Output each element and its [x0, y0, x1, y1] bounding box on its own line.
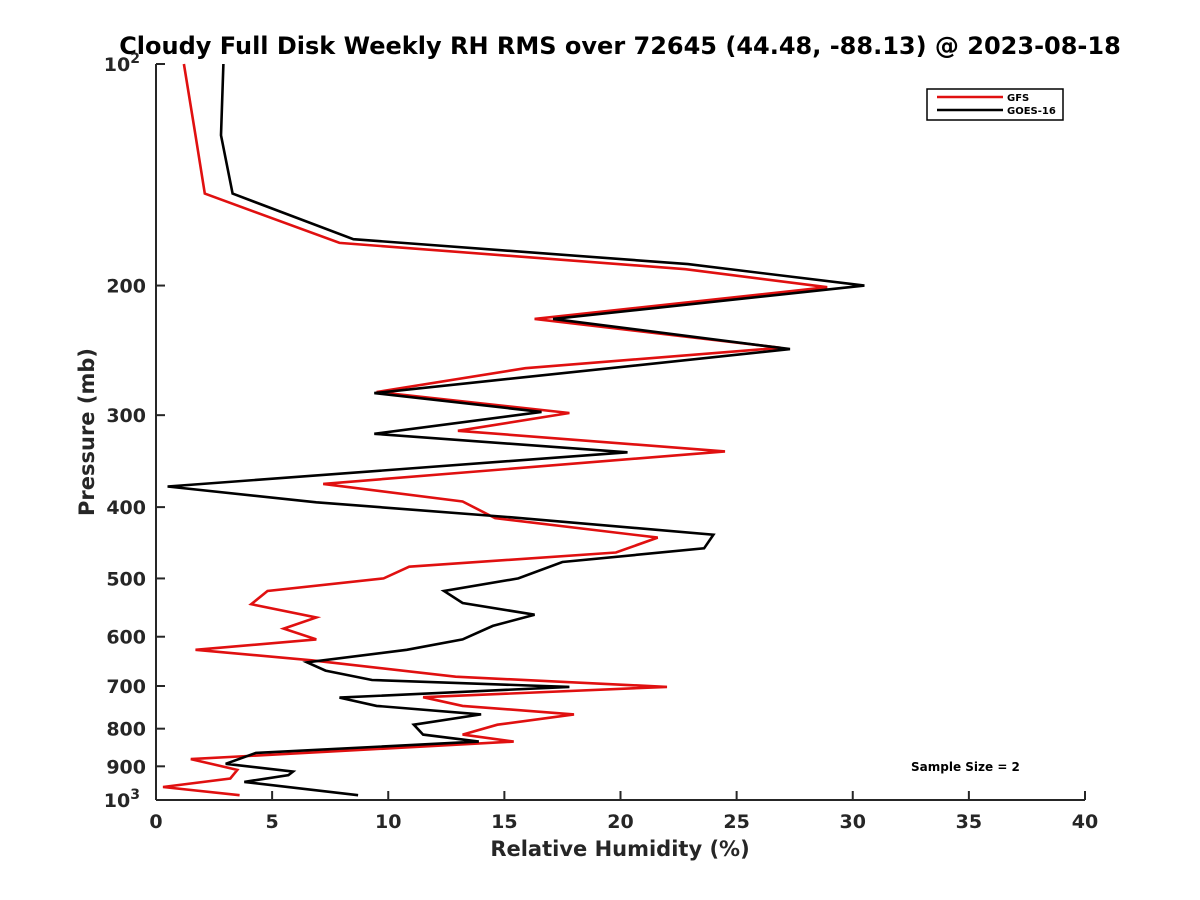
- y-axis-ticks: 102 200 300 400 500 600 700 800 900 103: [104, 51, 165, 812]
- y-tick-label: 103: [104, 787, 140, 812]
- x-tick-label: 30: [840, 811, 866, 833]
- y-tick-label: 400: [106, 497, 146, 519]
- series-group: [162, 63, 865, 797]
- y-tick-label: 102: [104, 51, 140, 76]
- legend-label-goes16: GOES-16: [1007, 106, 1056, 117]
- x-tick-label: 0: [149, 811, 162, 833]
- legend-label-gfs: GFS: [1007, 93, 1029, 104]
- y-tick-label: 300: [106, 405, 146, 427]
- y-tick-label: 900: [106, 756, 146, 778]
- x-tick-label: 5: [266, 811, 279, 833]
- legend-box: [926, 88, 1064, 121]
- x-tick-label: 25: [723, 811, 749, 833]
- x-tick-label: 35: [956, 811, 982, 833]
- y-tick-label: 700: [106, 676, 146, 698]
- y-tick-label: 600: [106, 627, 146, 649]
- x-tick-label: 20: [607, 811, 633, 833]
- y-tick-label: 800: [106, 719, 146, 741]
- x-tick-label: 40: [1072, 811, 1098, 833]
- legend: GFS GOES-16: [926, 88, 1064, 121]
- x-tick-label: 10: [375, 811, 401, 833]
- series-line-goes-16: [167, 63, 865, 797]
- y-tick-label: 500: [106, 568, 146, 590]
- x-tick-label: 15: [491, 811, 517, 833]
- sample-size-annotation: Sample Size = 2: [911, 760, 1020, 774]
- x-axis-ticks: 0 5 10 15 20 25 30 35 40: [149, 791, 1098, 833]
- y-axis-label: Pressure (mb): [75, 348, 99, 516]
- chart-title: Cloudy Full Disk Weekly RH RMS over 7264…: [119, 32, 1121, 60]
- y-tick-label: 200: [106, 276, 146, 298]
- x-axis-label: Relative Humidity (%): [490, 837, 749, 861]
